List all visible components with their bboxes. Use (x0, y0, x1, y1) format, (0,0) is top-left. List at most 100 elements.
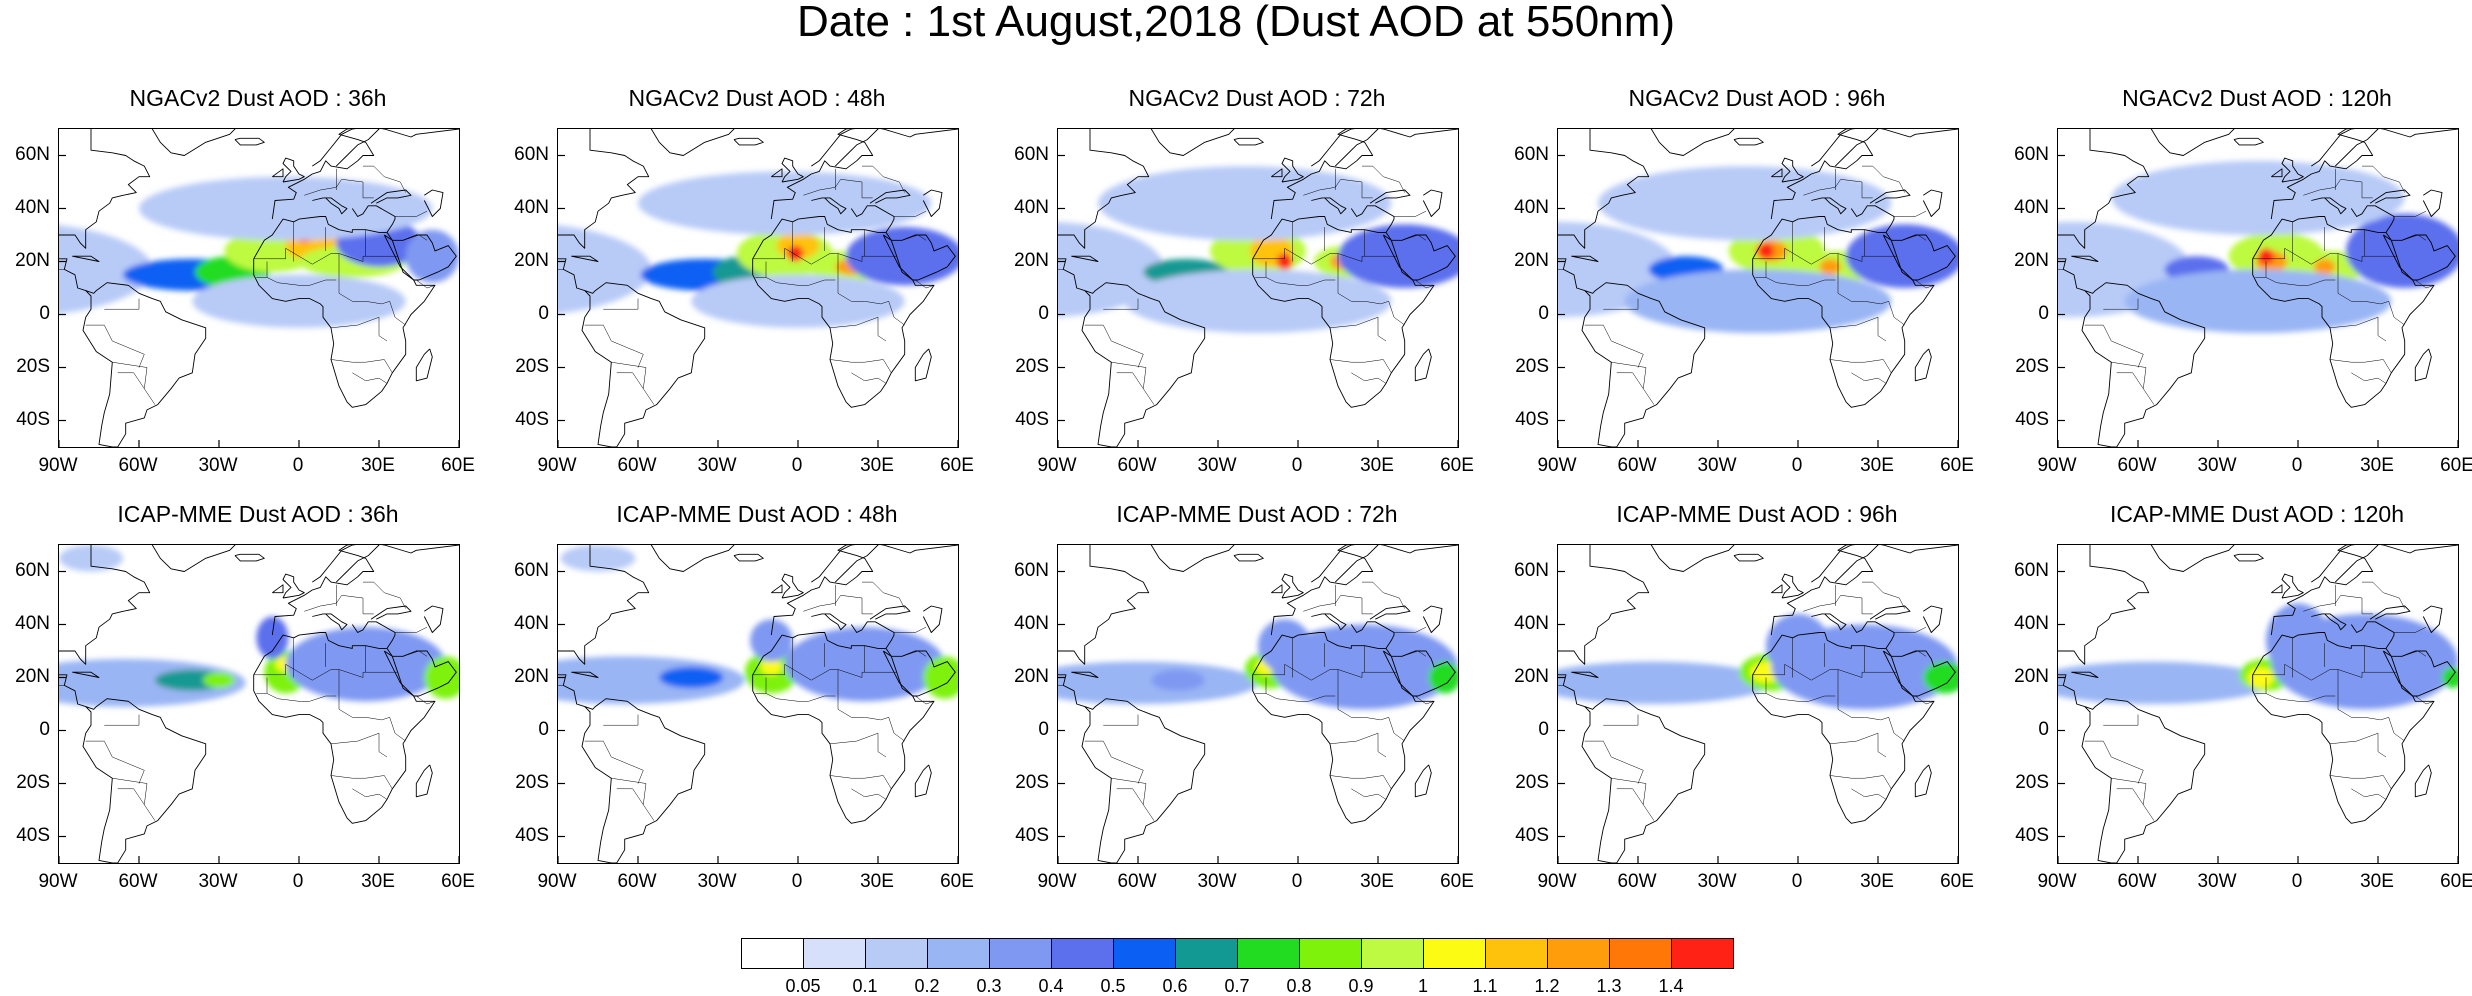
coastline (1422, 605, 1443, 633)
coastline (1571, 671, 1599, 678)
coastline (1770, 545, 1958, 636)
country-border (1894, 626, 1927, 633)
lon-tick-label: 60W (1117, 455, 1157, 476)
country-border (1755, 261, 1767, 278)
lon-tick-label: 60W (617, 455, 657, 476)
coastline (151, 545, 236, 572)
lat-tick-label: 40N (15, 612, 50, 634)
coastline (811, 613, 847, 631)
coastline (1752, 632, 1935, 824)
lon-tick-label: 60W (118, 871, 158, 892)
country-border (2394, 626, 2427, 633)
map-panel: NGACv2 Dust AOD : 48h 60N 40N 20N 0 20S 40S 90W… (499, 82, 999, 490)
panel-title: NGACv2 Dust AOD : 120h (2122, 85, 2392, 111)
coastline (1271, 584, 1283, 594)
coastline (1770, 129, 1958, 220)
colorbar-swatch (1547, 938, 1610, 969)
country-border (402, 650, 428, 657)
lon-tick-label: 60E (940, 871, 974, 892)
aod-region (203, 672, 235, 689)
coastline (752, 216, 935, 408)
map-frame (2057, 128, 2459, 448)
lat-tick-label: 20N (2014, 249, 2049, 271)
coastline (1650, 129, 1735, 156)
colorbar-label: 1.1 (1472, 976, 1498, 996)
lat-tick-label: 20N (514, 665, 549, 687)
country-border (752, 664, 897, 681)
country-border (851, 788, 887, 800)
coastline (2369, 189, 2411, 204)
lon-tick-label: 90W (537, 871, 577, 892)
country-border (2111, 361, 2147, 389)
coastline (2414, 348, 2432, 382)
lon-tick-label: 30W (1697, 455, 1737, 476)
colorbar-label: 0.6 (1162, 976, 1188, 996)
map-panel: NGACv2 Dust AOD : 120h 60N 40N 20N 0 20S 40S 90… (1999, 82, 2472, 490)
country-border (2111, 777, 2147, 805)
country-border (256, 261, 268, 278)
coastline (1922, 189, 1943, 217)
country-border (144, 804, 156, 821)
coastline (1558, 258, 1706, 447)
coastline (2350, 621, 2395, 649)
colorbar-label: 0.1 (852, 976, 878, 996)
lat-tick-label: 40N (2014, 612, 2049, 634)
coastline (253, 632, 436, 824)
country-border (1351, 788, 1387, 800)
country-border (1394, 626, 1427, 633)
coastline (2071, 671, 2099, 678)
map-frame (557, 128, 959, 448)
aod-region (1124, 269, 1392, 334)
coastline (1752, 216, 1935, 408)
colorbar-label: 0.05 (785, 976, 821, 996)
lon-tick-label: 0 (791, 871, 803, 892)
lon-tick-label: 0 (1791, 871, 1803, 892)
coastline (1281, 157, 1304, 183)
coastline (2382, 234, 2456, 281)
colorbar-label: 0.5 (1100, 976, 1126, 996)
coastline (869, 605, 911, 620)
map-frame (1057, 128, 1459, 448)
country-border (2362, 165, 2405, 193)
colorbar-label: 0.8 (1286, 976, 1312, 996)
country-border (1265, 693, 1336, 702)
coastline (1233, 137, 1264, 146)
country-border (304, 595, 374, 615)
country-border (330, 732, 388, 758)
country-border (1851, 788, 1887, 800)
country-border (1611, 777, 1647, 805)
lon-tick-label: 0 (292, 871, 304, 892)
coastline (571, 255, 599, 262)
country-border (2265, 693, 2336, 702)
country-border (85, 324, 145, 368)
country-border (2329, 775, 2392, 789)
country-border (1584, 324, 1644, 368)
country-border (1394, 210, 1427, 217)
country-border (752, 248, 897, 265)
map-panel: ICAP-MME Dust AOD : 96h 60N 40N 20N 0 20S 40S 9… (1499, 498, 1999, 906)
coastline (1558, 545, 1650, 665)
lon-tick-label: 60E (1440, 455, 1474, 476)
aod-region (424, 656, 459, 699)
country-border (2415, 279, 2435, 289)
coastline (1733, 553, 1764, 562)
coastline (2422, 189, 2443, 217)
coastline (2058, 258, 2206, 447)
lat-tick-label: 20S (1015, 771, 1049, 793)
coastline (383, 234, 457, 281)
country-border (1415, 279, 1435, 289)
coastline (1058, 129, 1150, 249)
coastline (1369, 605, 1411, 620)
coastline (282, 573, 305, 599)
colorbar-swatch (1175, 938, 1238, 969)
lon-tick-label: 30W (697, 455, 737, 476)
map-frame (1057, 544, 1459, 864)
lat-tick-label: 60N (1014, 559, 1049, 581)
aod-region (923, 656, 958, 699)
aod-region (1758, 242, 1774, 259)
lat-tick-label: 60N (2014, 559, 2049, 581)
country-border (1862, 165, 1905, 193)
coastline (2311, 545, 2379, 583)
coastline (1882, 650, 1956, 697)
coastline (2414, 764, 2432, 798)
